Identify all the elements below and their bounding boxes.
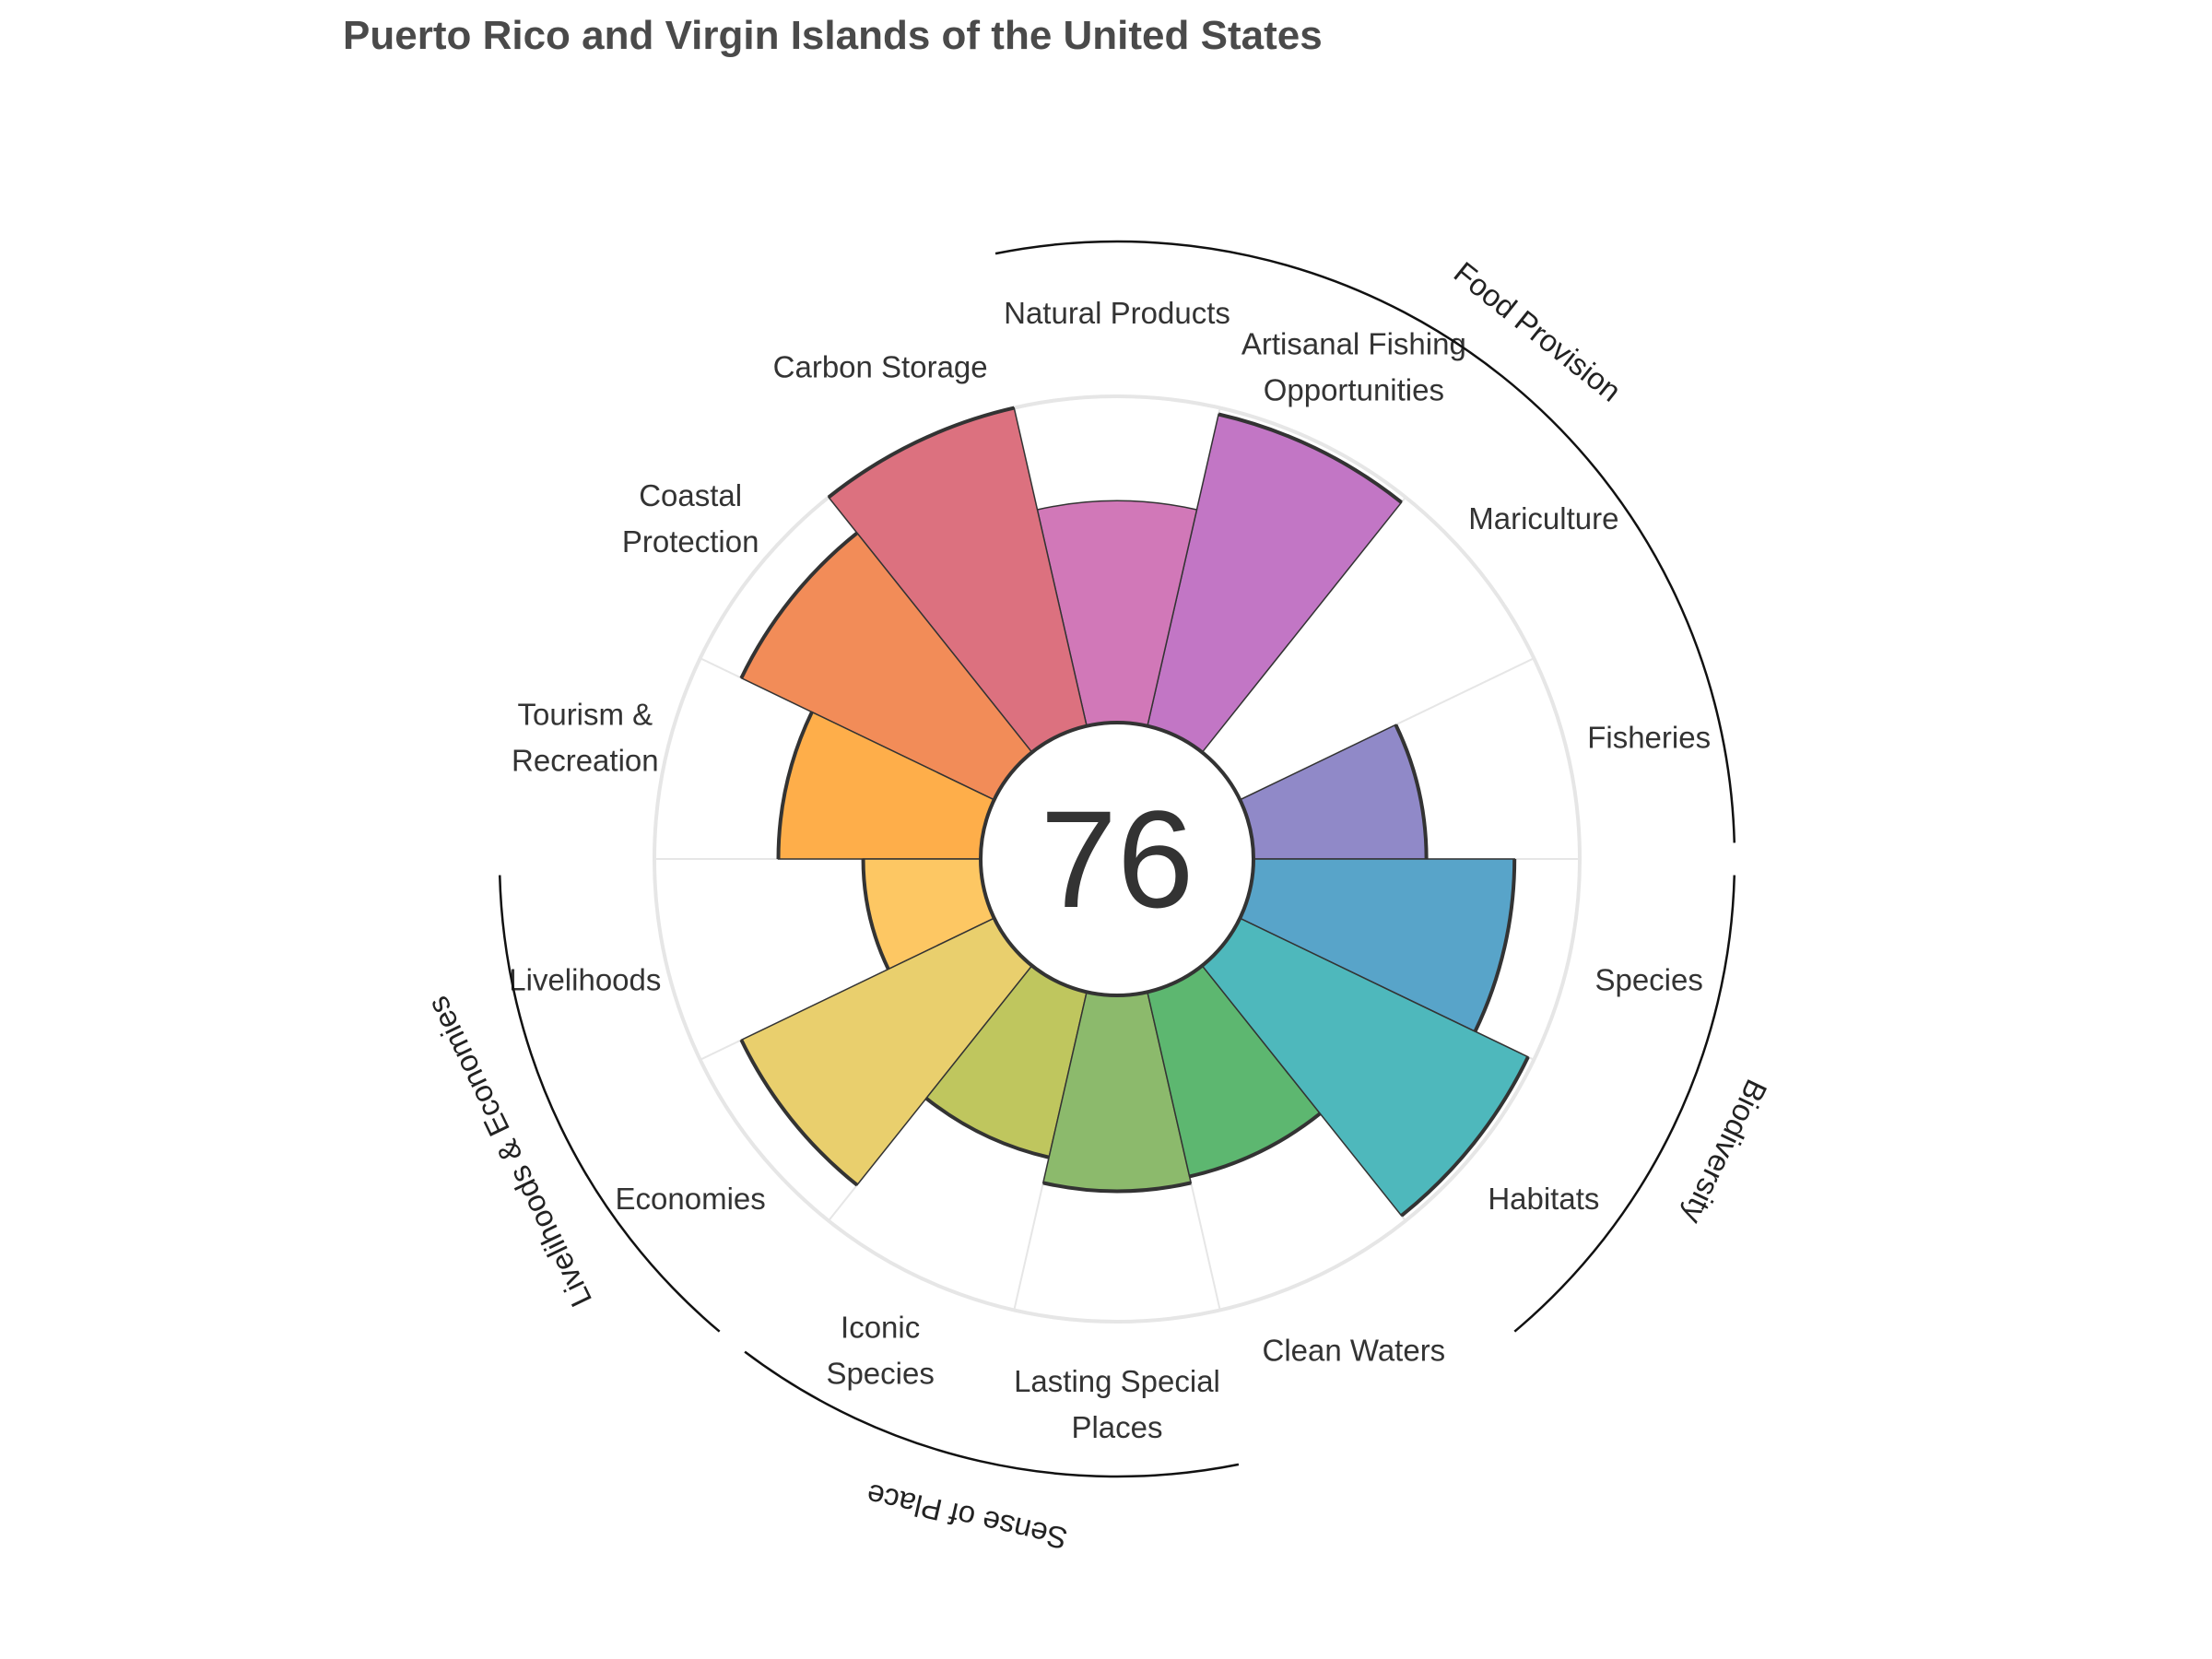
group-label: Livelihoods & Economies [420, 991, 598, 1312]
petal-label-line: Species [1594, 963, 1702, 997]
petal-outline [739, 1039, 859, 1187]
petal-label-line: Livelihoods [509, 963, 661, 997]
group-arc [994, 240, 1736, 843]
group-label: Biodiversity [1676, 1075, 1774, 1230]
petal-label-line: Iconic [841, 1310, 920, 1344]
petal-outline [1400, 1055, 1530, 1218]
petal-outline [1042, 1181, 1192, 1194]
petal-outline [776, 711, 814, 860]
petal-label-line: Mariculture [1468, 501, 1618, 535]
petal-outline [1394, 724, 1429, 860]
petal-label-line: Lasting Special [1014, 1364, 1220, 1398]
petal-outline [739, 531, 859, 679]
petal-label-line: Opportunities [1264, 373, 1444, 407]
petal-label-line: Protection [622, 524, 759, 559]
petals-layer [739, 406, 1530, 1218]
petal-label-line: Natural Products [1004, 296, 1230, 330]
chart-title: Puerto Rico and Virgin Islands of the Un… [343, 13, 1323, 58]
petal-outline [827, 406, 1015, 500]
petal-label-line: Fisheries [1587, 720, 1711, 754]
petal-label: Natural Products [1004, 296, 1230, 330]
petal-label: Habitats [1488, 1182, 1599, 1216]
center-score: 76 [1041, 782, 1194, 936]
petal-outline [861, 858, 890, 971]
petal-label-line: Places [1071, 1410, 1162, 1444]
petal-label-line: Coastal [639, 478, 742, 512]
center-circle [979, 721, 1255, 997]
petal-label-line: Habitats [1488, 1182, 1599, 1216]
petal-label-line: Clean Waters [1263, 1333, 1446, 1367]
petal-label: Clean Waters [1263, 1333, 1446, 1367]
petal-label: Iconic Species [826, 1310, 934, 1390]
petal-outline [1473, 858, 1517, 1032]
petal-label: Artisanal Fishing Opportunities [1241, 327, 1466, 407]
petal-label: Economies [616, 1182, 766, 1216]
group-label: Sense of Place [864, 1477, 1071, 1556]
petal-label-line: Species [826, 1356, 934, 1390]
group-arc [1513, 875, 1736, 1333]
petal-outline [1189, 1112, 1322, 1179]
petal-label-line: Economies [616, 1182, 766, 1216]
petal-label: Carbon Storage [773, 350, 988, 384]
petal-label: Mariculture [1468, 501, 1618, 535]
labels-layer: Fisheries Mariculture Artisanal Fishing Opp… [509, 296, 1711, 1444]
petal-outline [924, 1097, 1050, 1159]
petal-label: Tourism & Recreation [512, 697, 659, 777]
group-arc [744, 1350, 1240, 1478]
petal-label: Lasting Special Places [1014, 1364, 1220, 1444]
petal-fisheries [1239, 724, 1428, 860]
petal-label: Livelihoods [509, 963, 661, 997]
petal-label: Species [1594, 963, 1702, 997]
petal-label: Fisheries [1587, 720, 1711, 754]
petal-label: Coastal Protection [622, 478, 759, 559]
petal-label-line: Carbon Storage [773, 350, 988, 384]
petal-label-line: Tourism & [517, 697, 653, 731]
group-arc [498, 875, 721, 1333]
petal-label-line: Recreation [512, 743, 659, 777]
petal-outline [1218, 412, 1403, 504]
petal-label-line: Artisanal Fishing [1241, 327, 1466, 361]
group-label: Food Provision [1448, 255, 1628, 408]
petal-artisanal-fishing-opportunities [1147, 413, 1403, 754]
